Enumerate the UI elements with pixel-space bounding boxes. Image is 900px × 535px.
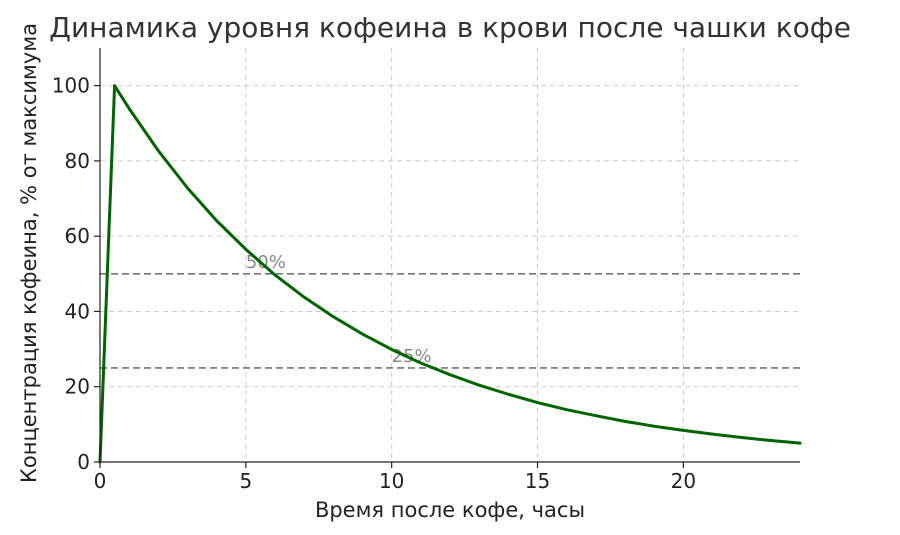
y-tick-label: 80 bbox=[65, 149, 90, 173]
y-tick-label: 20 bbox=[65, 375, 90, 399]
x-tick-label: 15 bbox=[525, 469, 550, 493]
tick-labels: 0 5 10 15 20 0 20 40 60 80 100 bbox=[52, 74, 696, 493]
grid bbox=[100, 48, 800, 462]
y-tick-label: 40 bbox=[65, 299, 90, 323]
series-line bbox=[98, 84, 802, 464]
x-tick-label: 10 bbox=[379, 469, 404, 493]
y-axis-title: Концентрация кофеина, % от максимума bbox=[17, 23, 41, 483]
x-axis-title: Время после кофе, часы bbox=[315, 498, 585, 522]
y-tick-label: 0 bbox=[77, 450, 90, 474]
axes bbox=[94, 48, 800, 468]
chart-title: Динамика уровня кофеина в крови после ча… bbox=[49, 11, 851, 44]
x-tick-label: 5 bbox=[239, 469, 252, 493]
reference-line-label: 25% bbox=[392, 346, 432, 367]
x-tick-label: 0 bbox=[94, 469, 107, 493]
series bbox=[98, 84, 802, 464]
y-tick-label: 100 bbox=[52, 74, 90, 98]
y-tick-label: 60 bbox=[65, 224, 90, 248]
x-tick-label: 20 bbox=[671, 469, 696, 493]
